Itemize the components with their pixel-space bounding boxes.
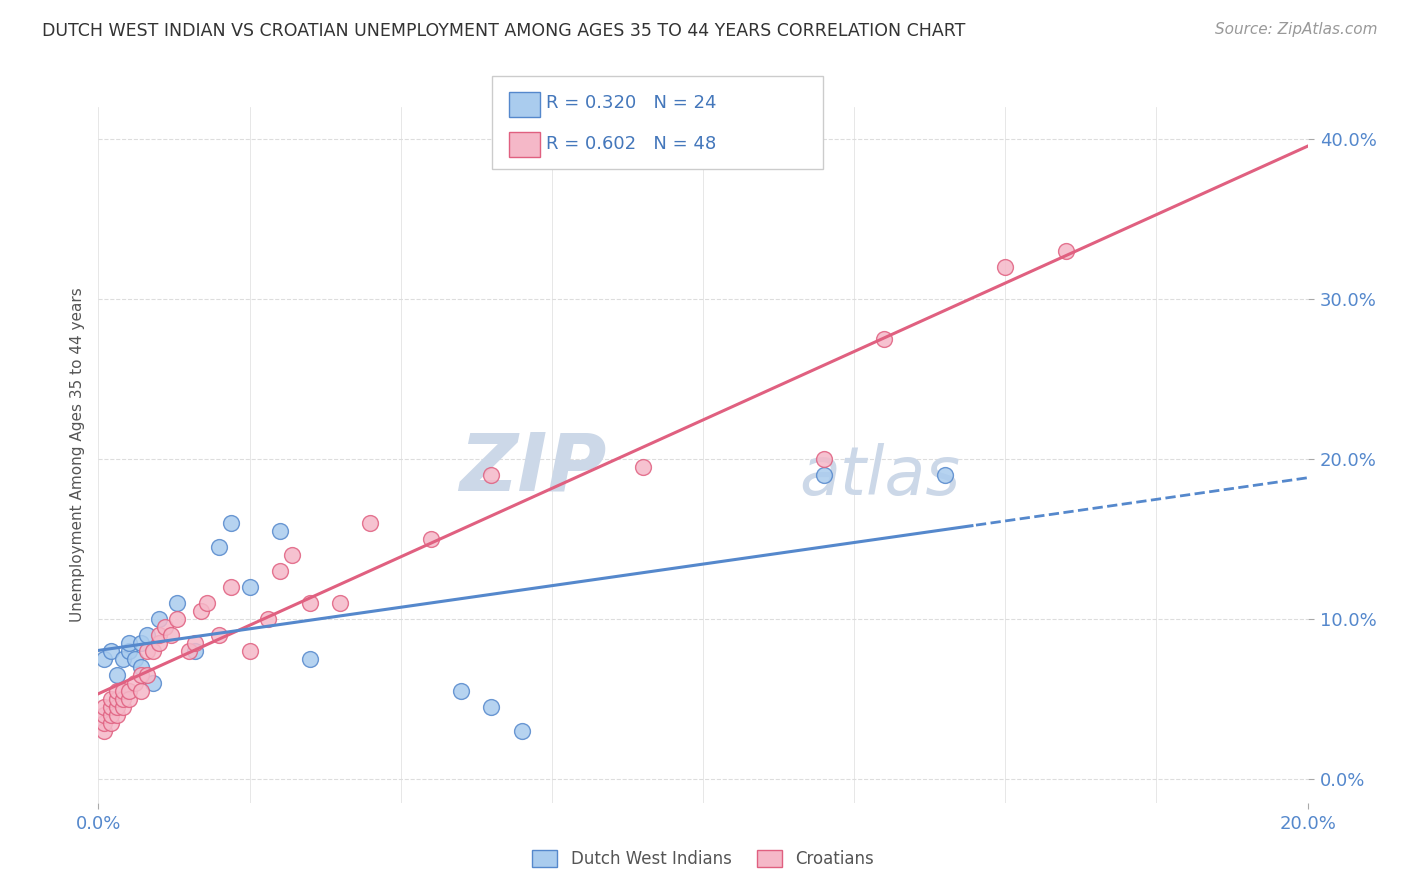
Point [124, 652, 146, 666]
Point [118, 644, 141, 658]
Point [190, 604, 212, 618]
Point [148, 612, 170, 626]
Point [148, 628, 170, 642]
Point [129, 668, 152, 682]
Point [813, 451, 835, 466]
Text: atlas: atlas [800, 442, 960, 508]
Text: R = 0.320   N = 24: R = 0.320 N = 24 [546, 95, 716, 112]
Point [184, 636, 207, 650]
Point [299, 596, 322, 610]
Point [105, 683, 128, 698]
Point [221, 580, 243, 594]
Point [105, 707, 128, 722]
Point [195, 596, 218, 610]
Point [142, 644, 165, 658]
Point [148, 636, 170, 650]
Point [481, 467, 503, 482]
Point [142, 676, 165, 690]
Point [419, 532, 441, 546]
Point [813, 467, 835, 482]
Point [105, 699, 128, 714]
Point [93, 652, 115, 666]
Point [631, 459, 654, 474]
Point [100, 715, 122, 730]
Point [994, 260, 1017, 274]
Point [166, 612, 188, 626]
Point [208, 540, 231, 554]
Point [177, 644, 201, 658]
Point [118, 636, 141, 650]
Point [118, 683, 141, 698]
Point [129, 683, 152, 698]
Point [135, 668, 157, 682]
Point [93, 707, 115, 722]
Point [129, 636, 152, 650]
Point [135, 628, 157, 642]
Point [153, 620, 176, 634]
Point [135, 644, 157, 658]
Point [105, 691, 128, 706]
Point [1054, 244, 1077, 258]
Point [111, 699, 134, 714]
Text: ZIP: ZIP [458, 430, 606, 508]
Point [166, 596, 188, 610]
Point [100, 691, 122, 706]
Point [93, 723, 115, 738]
Point [221, 516, 243, 530]
Point [100, 699, 122, 714]
Point [124, 676, 146, 690]
Y-axis label: Unemployment Among Ages 35 to 44 years: Unemployment Among Ages 35 to 44 years [69, 287, 84, 623]
Text: R = 0.602   N = 48: R = 0.602 N = 48 [546, 135, 716, 153]
Legend: Dutch West Indians, Croatians: Dutch West Indians, Croatians [526, 843, 880, 874]
Point [281, 548, 304, 562]
Point [873, 332, 896, 346]
Point [510, 723, 533, 738]
Point [160, 628, 183, 642]
Point [93, 699, 115, 714]
Point [184, 644, 207, 658]
Point [111, 691, 134, 706]
Point [299, 652, 322, 666]
Point [239, 644, 262, 658]
Point [450, 683, 472, 698]
Point [269, 564, 291, 578]
Point [100, 644, 122, 658]
Point [105, 668, 128, 682]
Text: DUTCH WEST INDIAN VS CROATIAN UNEMPLOYMENT AMONG AGES 35 TO 44 YEARS CORRELATION: DUTCH WEST INDIAN VS CROATIAN UNEMPLOYME… [42, 22, 966, 40]
Point [934, 467, 956, 482]
Point [239, 580, 262, 594]
Point [481, 699, 503, 714]
Point [269, 524, 291, 538]
Point [129, 660, 152, 674]
Point [111, 683, 134, 698]
Text: Source: ZipAtlas.com: Source: ZipAtlas.com [1215, 22, 1378, 37]
Point [118, 691, 141, 706]
Point [256, 612, 278, 626]
Point [93, 715, 115, 730]
Point [100, 707, 122, 722]
Point [360, 516, 382, 530]
Point [329, 596, 352, 610]
Point [111, 652, 134, 666]
Point [208, 628, 231, 642]
